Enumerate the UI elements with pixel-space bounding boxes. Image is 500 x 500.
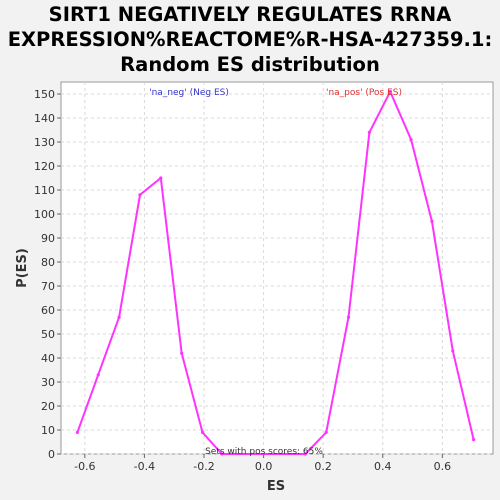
x-tick-label: 0.4 (374, 460, 392, 473)
x-tick-label: 0.6 (434, 460, 452, 473)
y-tick-label: 10 (41, 424, 55, 437)
data-point (346, 315, 351, 319)
grid-layer (61, 82, 493, 455)
legend-neg: 'na_neg' (Neg ES) (149, 88, 229, 98)
data-point (472, 438, 476, 442)
y-tick-label: 30 (41, 376, 55, 389)
y-tick-label: 130 (34, 136, 55, 149)
plot-area (60, 81, 494, 455)
x-tick-label: 0.0 (255, 460, 273, 473)
data-point (430, 219, 434, 223)
y-axis-title: P(ES) (15, 248, 30, 288)
data-point (367, 130, 371, 134)
y-tick-label: 0 (48, 448, 55, 461)
legend-pos: 'na_pos' (Pos ES) (326, 88, 402, 98)
y-tick-label: 50 (41, 328, 55, 341)
y-tick-label: 90 (41, 232, 55, 245)
y-tick-label: 140 (34, 112, 55, 125)
data-point (220, 452, 224, 456)
series-layer (75, 90, 476, 456)
data-point (451, 349, 455, 353)
x-tick-label: 0.2 (314, 460, 332, 473)
data-point (159, 176, 163, 180)
data-point (180, 351, 184, 355)
chart-title-line-3: Random ES distribution (120, 53, 380, 76)
axis-layer: -0.6 -0.4 -0.2 0.0 0.2 0.4 0.6 0 10 20 30 40 50 60 70 8… (34, 88, 451, 473)
data-point (138, 193, 142, 197)
data-point (200, 430, 205, 434)
x-axis-title: ES (267, 479, 285, 494)
y-tick-label: 40 (41, 352, 55, 365)
y-tick-label: 120 (34, 160, 55, 173)
data-point (388, 90, 392, 94)
chart-title-line-1: SIRT1 NEGATIVELY REGULATES RRNA (48, 3, 452, 26)
y-tick-label: 100 (34, 208, 55, 221)
y-tick-label: 70 (41, 280, 55, 293)
y-tick-label: 110 (34, 184, 55, 197)
y-tick-label: 150 (34, 88, 55, 101)
data-point (409, 138, 413, 142)
data-point (75, 430, 79, 434)
y-tick-label: 80 (41, 256, 55, 269)
data-point (117, 315, 121, 319)
annotation-pos-scores: Sets with pos scores: 65% (205, 447, 323, 457)
y-tick-label: 60 (41, 304, 55, 317)
y-tick-label: 20 (41, 400, 55, 413)
x-tick-label: -0.6 (74, 460, 95, 473)
data-point (96, 373, 100, 377)
data-point (324, 430, 328, 434)
chart-title-line-2: EXPRESSION%REACTOME%R-HSA-427359.1: (7, 28, 493, 51)
data-point (303, 452, 307, 456)
x-tick-label: -0.4 (134, 460, 155, 473)
x-tick-label: -0.2 (193, 460, 214, 473)
